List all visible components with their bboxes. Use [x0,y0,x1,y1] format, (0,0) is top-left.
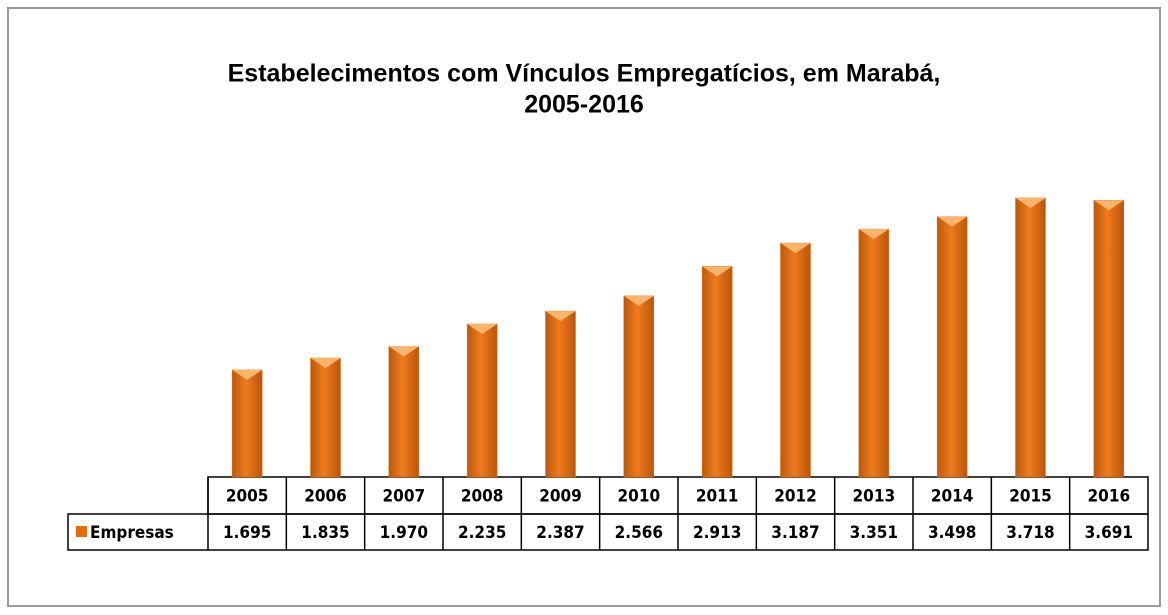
bar [858,228,890,478]
bar-cap [467,324,498,335]
bar [780,242,811,478]
data-label: 2.387 [536,523,584,543]
bar [1093,200,1125,478]
data-label: 1.970 [380,523,428,543]
x-tick-label: 2009 [539,487,582,507]
x-tick-label: 2014 [931,487,974,507]
chart-title: Estabelecimentos com Vínculos Empregatíc… [228,60,941,88]
bar-cap [1093,200,1124,211]
x-tick-label: 2005 [226,487,269,507]
x-tick-label: 2011 [696,487,739,507]
data-label: 2.913 [693,523,741,543]
bar-cap [702,266,733,277]
data-label: 2.235 [458,523,506,543]
data-label: 2.566 [615,523,663,543]
data-label: 1.695 [223,523,271,543]
x-tick-label: 2015 [1009,487,1052,507]
data-label: 1.835 [301,523,349,543]
bar [388,346,420,478]
bar-cap [545,311,576,322]
data-label: 3.351 [850,523,898,543]
bar-cap [937,216,968,227]
x-tick-label: 2010 [618,487,661,507]
bar-cap [623,295,654,306]
x-tick-label: 2008 [461,487,504,507]
bar [1015,197,1046,478]
bar [623,295,655,478]
bar-cap [858,229,889,240]
table-row-frame [67,513,1149,551]
x-tick-label: 2007 [383,487,426,507]
bar [466,323,498,478]
bar-cap [310,358,341,369]
x-tick-label: 2013 [853,487,896,507]
x-tick-label: 2012 [774,487,817,507]
bar-cap [780,243,811,254]
bar [701,266,733,478]
data-label: 3.498 [928,523,976,543]
x-tick-label: 2006 [304,487,347,507]
bar [231,369,263,478]
bar [310,357,341,478]
bar-cap [1015,197,1046,208]
x-tick-label: 2016 [1088,487,1131,507]
bar-cap [232,369,263,380]
chart-frame [7,7,1161,607]
bar [936,216,968,478]
bar-cap [388,346,419,357]
bar [545,310,576,478]
data-label: 3.718 [1006,523,1054,543]
chart-subtitle: 2005-2016 [524,91,644,119]
data-label: 3.187 [771,523,819,543]
legend-swatch [76,526,87,537]
data-label: 3.691 [1085,523,1133,543]
legend-label: Empresas [90,523,174,543]
